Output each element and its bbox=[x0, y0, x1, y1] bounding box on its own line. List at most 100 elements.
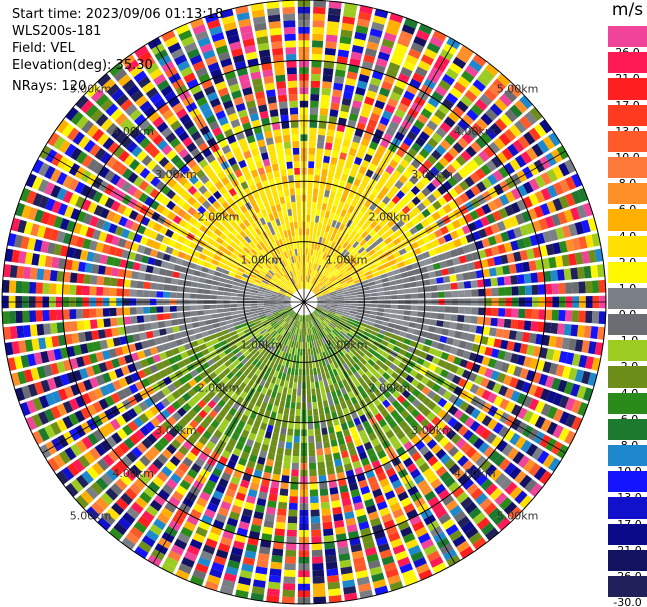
radar-gate bbox=[484, 225, 494, 237]
radar-gate bbox=[388, 159, 399, 169]
radar-gate bbox=[370, 288, 378, 293]
radar-gate bbox=[357, 227, 365, 236]
radar-gate bbox=[334, 424, 342, 433]
radar-gate bbox=[271, 555, 283, 563]
radar-gate bbox=[511, 404, 522, 417]
radar-gate bbox=[538, 373, 549, 386]
radar-gate bbox=[306, 261, 310, 269]
radar-gate bbox=[328, 323, 335, 330]
radar-gate bbox=[457, 455, 469, 467]
radar-gate bbox=[478, 441, 490, 454]
radar-gate bbox=[331, 219, 337, 228]
radar-gate bbox=[537, 450, 550, 465]
radar-gate bbox=[421, 396, 432, 406]
radar-gate bbox=[157, 321, 166, 329]
radar-gate bbox=[343, 9, 357, 18]
radar-gate bbox=[431, 132, 443, 144]
radar-gate bbox=[370, 252, 379, 260]
radar-gate bbox=[410, 287, 418, 294]
radar-gate bbox=[470, 141, 482, 153]
radar-gate bbox=[378, 376, 387, 385]
radar-gate bbox=[326, 204, 333, 212]
radar-gate bbox=[339, 341, 346, 348]
radar-gate bbox=[502, 374, 513, 386]
radar-gate bbox=[389, 12, 404, 24]
radar-gate bbox=[444, 134, 456, 146]
radar-gate bbox=[583, 265, 592, 279]
radar-gate bbox=[306, 201, 312, 209]
radar-gate bbox=[364, 96, 375, 106]
radar-gate bbox=[316, 296, 324, 299]
radar-gate bbox=[353, 193, 362, 202]
radar-gate bbox=[331, 268, 338, 275]
radar-gate bbox=[410, 354, 419, 363]
radar-gate bbox=[369, 367, 377, 375]
radar-gate bbox=[499, 477, 513, 491]
radar-gate bbox=[316, 306, 323, 310]
radar-gate bbox=[532, 346, 542, 358]
radar-gate bbox=[388, 120, 400, 131]
radar-gate bbox=[478, 307, 486, 316]
radar-gate bbox=[323, 297, 331, 300]
radar-gate bbox=[382, 335, 391, 342]
radar-gate bbox=[342, 311, 350, 316]
radar-gate bbox=[312, 563, 324, 571]
radar-gate bbox=[277, 440, 285, 449]
radar-gate bbox=[328, 588, 342, 597]
radar-gate bbox=[404, 414, 415, 424]
radar-gate bbox=[290, 368, 295, 376]
radar-gate bbox=[405, 264, 414, 271]
radar-gate bbox=[491, 155, 503, 168]
radar-gate bbox=[524, 111, 538, 126]
radar-gate bbox=[440, 424, 452, 436]
radar-gate bbox=[334, 336, 341, 343]
radar-gate bbox=[347, 175, 355, 184]
radar-gate bbox=[390, 290, 398, 295]
radar-gate bbox=[23, 325, 32, 338]
radar-gate bbox=[237, 290, 245, 294]
radar-gate bbox=[355, 353, 363, 361]
radar-gate bbox=[230, 292, 238, 297]
radar-gate bbox=[466, 464, 479, 477]
radar-gate bbox=[295, 361, 299, 369]
radar-gate bbox=[442, 401, 453, 412]
radar-gate bbox=[217, 291, 225, 296]
radar-gate bbox=[173, 264, 182, 272]
radar-gate bbox=[348, 341, 355, 348]
radar-gate bbox=[506, 229, 517, 240]
radar-gate bbox=[481, 177, 493, 189]
radar-gate bbox=[531, 143, 544, 158]
radar-gate bbox=[397, 261, 406, 268]
radar-gate bbox=[487, 418, 498, 431]
radar-gate bbox=[488, 141, 501, 154]
radar-gate bbox=[441, 98, 455, 110]
radar-gate bbox=[492, 169, 504, 182]
radar-gate bbox=[327, 240, 333, 248]
radar-gate bbox=[89, 286, 97, 296]
radar-gate bbox=[467, 262, 476, 271]
radar-gate bbox=[306, 395, 312, 403]
radar-gate bbox=[388, 280, 397, 286]
radar-gate bbox=[339, 223, 346, 232]
radar-gate bbox=[316, 293, 323, 297]
radar-gate bbox=[283, 407, 290, 416]
radar-gate bbox=[277, 508, 287, 516]
radar-gate bbox=[376, 347, 384, 355]
radar-gate bbox=[398, 248, 407, 256]
radar-gate bbox=[438, 156, 450, 168]
radar-gate bbox=[464, 89, 478, 103]
radar-gate bbox=[459, 192, 470, 203]
radar-gate bbox=[328, 264, 335, 272]
radar-gate bbox=[311, 354, 315, 362]
radar-gate bbox=[210, 304, 217, 309]
radar-gate bbox=[268, 199, 275, 207]
radar-gate bbox=[350, 305, 358, 309]
radar-gate bbox=[544, 215, 555, 229]
radar-gate bbox=[191, 275, 200, 282]
radar-gate bbox=[370, 241, 379, 249]
radar-gate bbox=[418, 23, 433, 35]
radar-gate bbox=[322, 308, 330, 313]
radar-gate bbox=[523, 131, 536, 145]
radar-gate bbox=[503, 162, 516, 175]
radar-gate bbox=[415, 253, 424, 262]
